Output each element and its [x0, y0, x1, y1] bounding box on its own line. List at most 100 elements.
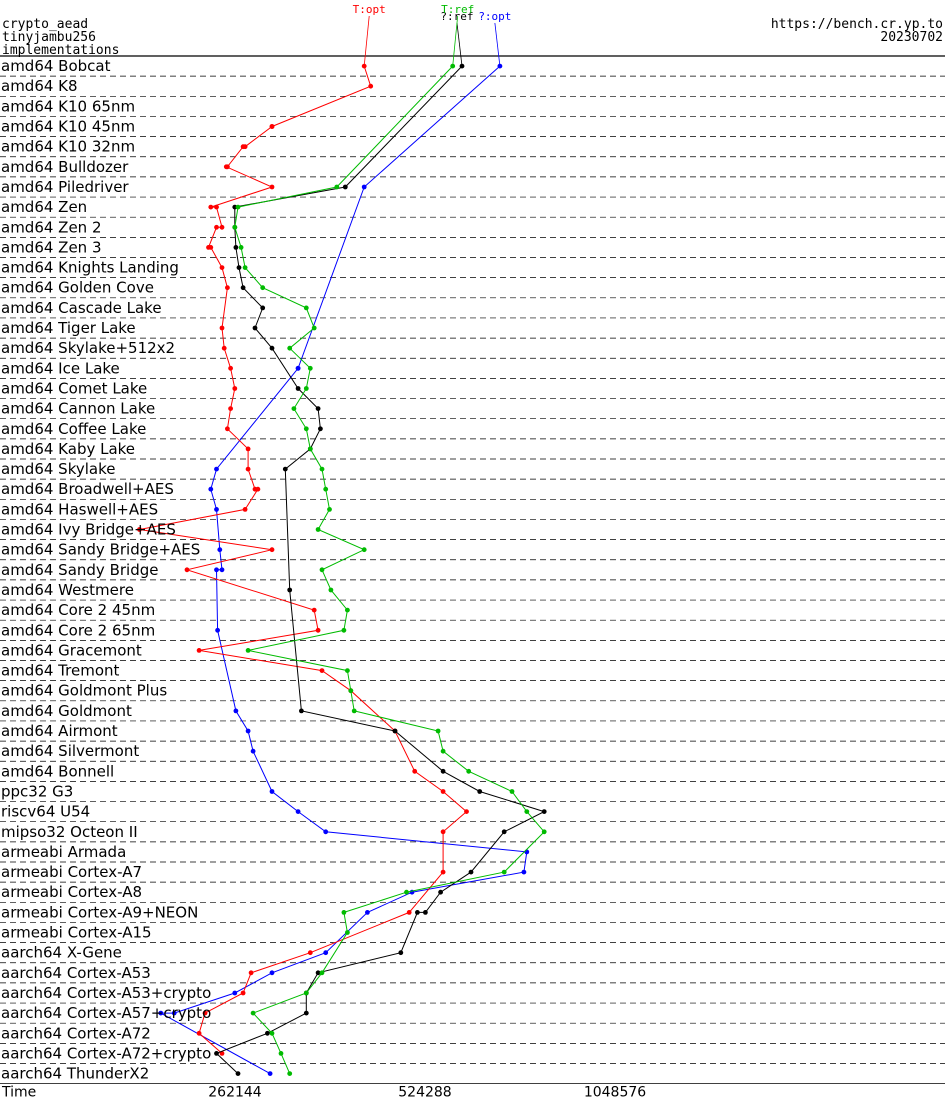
data-point	[287, 587, 293, 593]
data-point	[412, 768, 418, 774]
data-point	[214, 1051, 219, 1056]
data-point	[295, 809, 301, 814]
row-label: amd64 Golden Cove	[1, 279, 154, 297]
data-point	[233, 245, 239, 250]
data-point	[415, 910, 420, 915]
row-label: mipso32 Octeon II	[1, 823, 138, 841]
data-point	[524, 849, 530, 855]
data-point	[208, 204, 214, 210]
data-point	[361, 184, 367, 190]
row-label: amd64 K10 45nm	[1, 118, 135, 136]
data-point	[255, 486, 261, 492]
row-label: armeabi Armada	[1, 843, 126, 861]
row-label: amd64 Bulldozer	[1, 158, 129, 176]
data-point	[242, 265, 248, 270]
data-point	[232, 224, 238, 230]
data-point	[345, 607, 350, 613]
data-point	[184, 567, 190, 573]
data-point	[319, 970, 325, 976]
data-point	[368, 83, 374, 89]
data-point	[541, 809, 547, 814]
data-point	[440, 789, 446, 794]
row-label: amd64 Silvermont	[1, 742, 139, 760]
header-source-url[interactable]: https://bench.cr.yp.to	[770, 17, 943, 32]
data-point	[323, 950, 329, 956]
row-label: amd64 Comet Lake	[1, 379, 147, 397]
data-point	[303, 386, 309, 391]
data-point	[438, 889, 443, 895]
legend-leader	[363, 15, 370, 67]
row-label: aarch64 Cortex-A53	[1, 964, 151, 982]
legend-entry: T:opt	[353, 3, 386, 16]
data-point	[315, 527, 321, 532]
data-point	[319, 567, 325, 573]
data-point	[501, 869, 507, 875]
data-point	[311, 607, 317, 613]
row-grid	[0, 55, 945, 1085]
data-point	[311, 325, 317, 331]
data-point	[245, 728, 251, 734]
data-point	[267, 1071, 273, 1076]
data-point	[225, 285, 230, 291]
data-point	[269, 970, 275, 976]
data-point	[435, 728, 441, 734]
data-point	[315, 627, 321, 633]
data-point	[521, 869, 527, 875]
data-point	[278, 1051, 284, 1056]
data-point	[342, 184, 348, 190]
data-point	[221, 345, 227, 351]
data-point	[252, 325, 258, 331]
data-point	[398, 950, 404, 956]
data-point	[242, 507, 248, 512]
x-tick-label: 1048576	[584, 1085, 646, 1101]
data-point	[214, 507, 219, 512]
header-left-line-3: implementations	[2, 43, 120, 58]
header-left-line-2: tinyjambu256	[2, 30, 96, 45]
legend-leader	[452, 15, 459, 67]
row-label: amd64 Sandy Bridge+AES	[1, 541, 200, 559]
data-point	[303, 426, 309, 432]
data-point	[214, 224, 219, 230]
data-point	[260, 305, 266, 311]
legend-entry: ?:ref	[440, 10, 473, 23]
data-point	[351, 708, 357, 714]
row-label: amd64 Cannon Lake	[1, 400, 155, 418]
data-point	[228, 365, 234, 371]
row-label: amd64 Cascade Lake	[1, 299, 162, 317]
row-label: amd64 Ice Lake	[1, 359, 120, 377]
row-label: armeabi Cortex-A8	[1, 883, 142, 901]
data-point	[440, 768, 446, 774]
series-line	[234, 65, 545, 1074]
data-point	[318, 426, 323, 432]
row-label: armeabi Cortex-A7	[1, 863, 142, 881]
data-point	[361, 547, 367, 553]
row-label: aarch64 Cortex-A72	[1, 1024, 151, 1042]
data-point	[477, 789, 483, 794]
data-point	[423, 910, 428, 915]
data-point	[225, 426, 230, 432]
data-point	[440, 748, 446, 754]
data-point	[196, 648, 202, 653]
row-label: armeabi Cortex-A9+NEON	[1, 903, 198, 921]
data-point	[233, 708, 239, 714]
data-point	[323, 486, 329, 492]
data-point	[158, 1010, 164, 1016]
data-point	[468, 869, 474, 875]
data-point	[202, 1010, 208, 1016]
data-point	[440, 829, 446, 835]
data-point	[466, 768, 472, 774]
data-point	[269, 345, 275, 351]
row-label: amd64 Tiger Lake	[1, 319, 136, 337]
data-point	[217, 547, 223, 553]
data-point	[240, 285, 246, 291]
row-label: amd64 Kaby Lake	[1, 440, 135, 458]
row-label: amd64 K8	[1, 77, 78, 95]
row-label: amd64 Ivy Bridge+AES	[1, 521, 176, 539]
data-point	[245, 466, 251, 472]
legend-leader	[494, 22, 501, 67]
row-label: amd64 Broadwell+AES	[1, 480, 174, 498]
data-point	[250, 748, 256, 754]
data-point	[319, 466, 325, 472]
data-point	[315, 970, 321, 976]
